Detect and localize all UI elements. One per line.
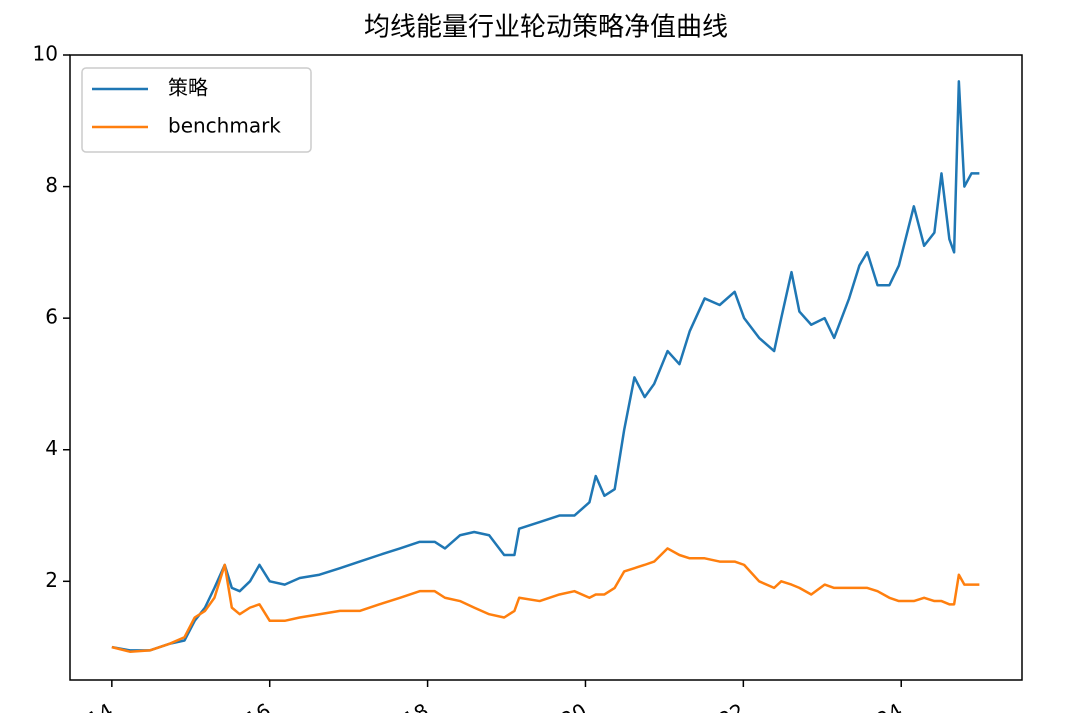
y-tick-label: 6 (45, 305, 58, 329)
x-tick-label: 2014 (61, 698, 117, 713)
x-tick-label: 2020 (535, 698, 591, 713)
x-tick-label: 2018 (377, 698, 433, 713)
x-tick-label: 2016 (219, 698, 275, 713)
x-tick-label: 2024 (850, 698, 906, 713)
y-tick-label: 10 (33, 42, 58, 66)
y-tick-label: 4 (45, 436, 58, 460)
legend-label: 策略 (168, 76, 208, 100)
x-tick-label: 2022 (693, 698, 749, 713)
chart-title: 均线能量行业轮动策略净值曲线 (364, 13, 728, 43)
series-line (111, 80, 980, 652)
series-line (111, 547, 980, 653)
legend-label: benchmark (168, 114, 281, 138)
plot-frame (69, 54, 1023, 681)
y-tick-label: 2 (45, 568, 58, 592)
y-tick-label: 8 (45, 173, 58, 197)
